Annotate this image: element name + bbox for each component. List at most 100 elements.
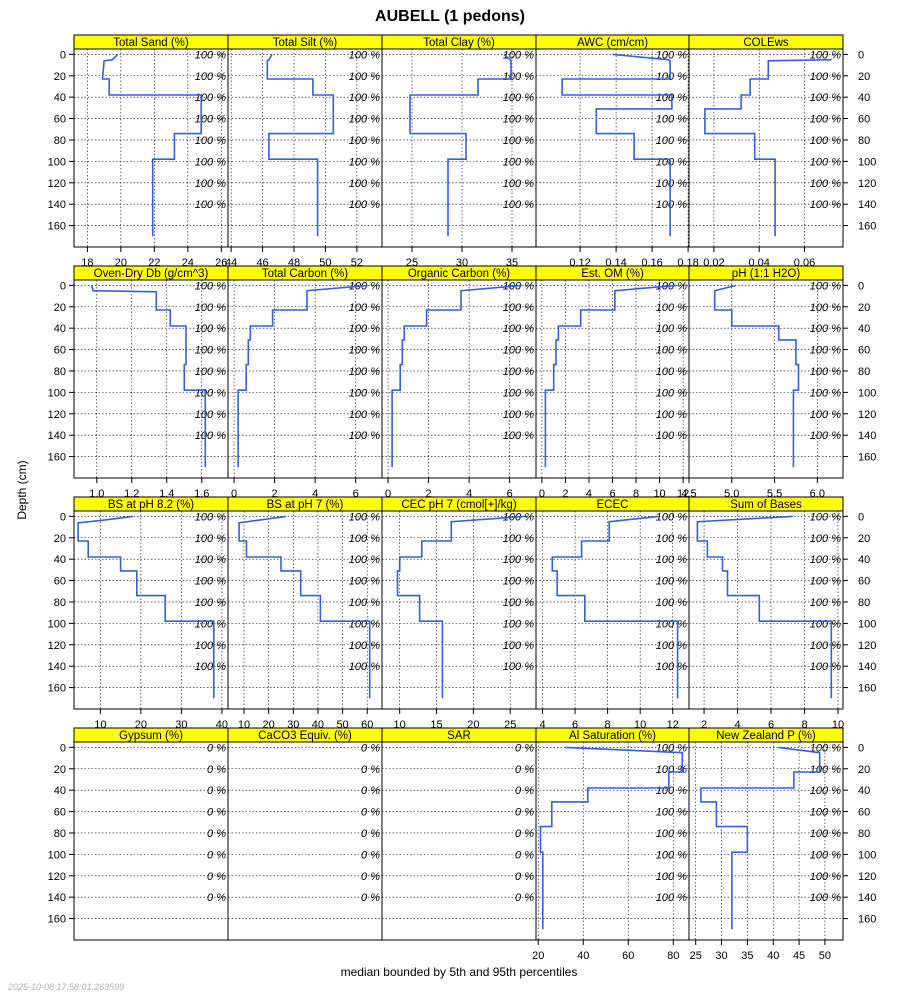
percent-label: 100 % [656, 199, 687, 211]
y-tick-label: 20 [54, 71, 66, 83]
y-tick-label: 20 [54, 764, 66, 776]
panel-17: SAR 0 % 0 % 0 % 0 % 0 % 0 % 0 % 0 % [381, 727, 537, 941]
percent-label: 0 % [515, 807, 534, 819]
y-tick-label: 0 [858, 742, 864, 754]
panel-strip-label: New Zealand P (%) [716, 730, 816, 742]
y-tick-label: 20 [858, 71, 870, 83]
y-tick-label: 0 [858, 280, 864, 292]
percent-label: 100 % [195, 387, 226, 399]
median-profile-line [238, 515, 371, 699]
panel-strip-label: ECEC [597, 499, 629, 511]
percent-label: 0 % [361, 828, 380, 840]
y-tick-label: 60 [54, 114, 66, 126]
percent-label: 0 % [515, 871, 534, 883]
y-tick-label: 40 [54, 554, 66, 566]
y-tick-label: 100 [48, 618, 66, 630]
y-tick-label: 160 [858, 221, 876, 233]
percent-label: 100 % [503, 640, 534, 652]
percent-label: 100 % [349, 430, 380, 442]
percent-label: 100 % [656, 661, 687, 673]
percent-label: 100 % [195, 135, 226, 147]
y-tick-label: 20 [858, 302, 870, 314]
percent-label: 100 % [195, 156, 226, 168]
x-tick-label: 4 [312, 488, 318, 500]
panel-16: CaCO3 Equiv. (%) 0 % 0 % 0 % 0 % 0 % 0 % 0 % 0 % [227, 727, 383, 941]
panel-border [688, 510, 844, 710]
y-tick-label: 140 [48, 661, 66, 673]
percent-label: 0 % [515, 849, 534, 861]
panel-border [688, 48, 844, 248]
percent-label: 100 % [195, 49, 226, 61]
percent-label: 100 % [656, 49, 687, 61]
percent-label: 100 % [349, 409, 380, 421]
percent-label: 100 % [503, 554, 534, 566]
panel-strip-label: AWC (cm/cm) [577, 37, 648, 49]
percent-label: 100 % [503, 178, 534, 190]
percent-label: 100 % [656, 807, 687, 819]
percent-label: 100 % [503, 387, 534, 399]
panel-11: BS at pH 7 (%) 100 % 100 % 100 % 100 % 100 % 1… [227, 496, 383, 731]
median-profile-line [561, 53, 673, 237]
panel-strip-label: Total Silt (%) [273, 37, 338, 49]
median-profile-line [551, 515, 679, 699]
panel-strip-label: Total Carbon (%) [262, 268, 348, 280]
y-axis-label: Depth (cm) [15, 460, 29, 519]
y-tick-label: 20 [54, 533, 66, 545]
percent-label: 100 % [810, 742, 841, 754]
percent-label: 100 % [810, 533, 841, 545]
percent-label: 100 % [656, 135, 687, 147]
percent-label: 100 % [656, 618, 687, 630]
y-tick-label: 140 [858, 430, 876, 442]
panel-strip-label: Al Saturation (%) [569, 730, 656, 742]
percent-label: 100 % [349, 366, 380, 378]
percent-label: 100 % [810, 554, 841, 566]
percent-label: 100 % [195, 576, 226, 588]
x-tick-label: 8 [633, 488, 639, 500]
panel-strip-label: Organic Carbon (%) [408, 268, 510, 280]
percent-label: 100 % [503, 114, 534, 126]
percent-label: 100 % [656, 576, 687, 588]
x-tick-label: 0 [231, 488, 237, 500]
x-tick-label: 60 [622, 950, 634, 962]
x-tick-label: 2 [701, 719, 707, 731]
percent-label: 100 % [195, 511, 226, 523]
median-profile-line [396, 515, 525, 699]
percent-label: 100 % [656, 156, 687, 168]
y-tick-label: 120 [48, 640, 66, 652]
percent-label: 100 % [195, 345, 226, 357]
y-tick-label: 20 [858, 764, 870, 776]
percent-label: 100 % [810, 764, 841, 776]
percent-label: 0 % [207, 764, 226, 776]
percent-label: 100 % [810, 366, 841, 378]
x-tick-label: 6 [572, 719, 578, 731]
percent-label: 100 % [810, 409, 841, 421]
percent-label: 100 % [503, 576, 534, 588]
percent-label: 100 % [656, 640, 687, 652]
percent-label: 100 % [195, 533, 226, 545]
y-tick-label: 160 [48, 221, 66, 233]
percent-label: 100 % [195, 178, 226, 190]
y-tick-label: 160 [858, 914, 876, 926]
percent-label: 100 % [810, 849, 841, 861]
y-tick-label: 60 [54, 576, 66, 588]
median-profile-line [237, 284, 368, 468]
y-tick-label: 160 [858, 683, 876, 695]
panel-12: CEC pH 7 (cmol[+]/kg) 100 % 100 % 100 % 100 … [381, 496, 537, 731]
panel-19: New Zealand P (%)100 %100 %100 %100 %100… [688, 727, 876, 962]
panel-strip-label: SAR [447, 730, 471, 742]
panel-grid: Total Sand (%) 100 % 100 % 100 % 100 % 100 % 1… [48, 34, 876, 962]
y-tick-label: 120 [858, 871, 876, 883]
percent-label: 100 % [810, 892, 841, 904]
y-tick-label: 40 [54, 323, 66, 335]
percent-label: 100 % [503, 49, 534, 61]
percent-label: 100 % [656, 409, 687, 421]
percent-label: 100 % [656, 511, 687, 523]
panel-10: BS at pH 8.2 (%)100 %100 %100 %100 %100 … [48, 496, 229, 731]
x-tick-label: 2 [272, 488, 278, 500]
percent-label: 100 % [349, 618, 380, 630]
y-tick-label: 0 [60, 280, 66, 292]
y-tick-label: 140 [48, 892, 66, 904]
panel-strip-label: Est. OM (%) [581, 268, 644, 280]
panel-13: ECEC 100 % 100 % 100 % 100 % 100 % 100 % 100 % 1… [535, 496, 690, 731]
